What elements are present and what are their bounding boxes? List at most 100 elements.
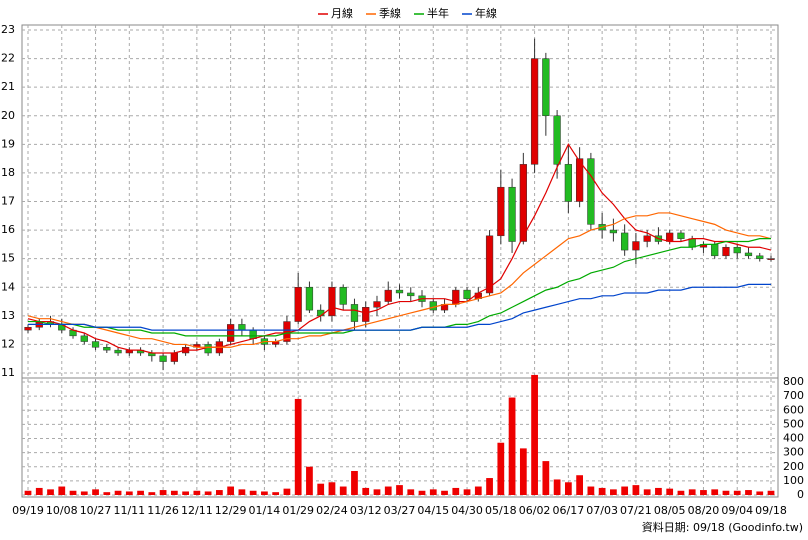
x-tick-label: 09/19: [12, 504, 44, 517]
x-tick-label: 08/05: [654, 504, 686, 517]
y-tick-label: 16: [1, 223, 15, 236]
volume-bar: [351, 470, 358, 495]
volume-bar: [722, 490, 730, 495]
x-tick-label: 06/02: [519, 504, 551, 517]
volume-bar: [306, 466, 313, 495]
footnote: 資料日期: 09/18 (Goodinfo.tw): [642, 520, 803, 534]
volume-bar: [103, 492, 111, 495]
volume-bar: [564, 482, 572, 495]
x-tick-label: 09/04: [721, 504, 753, 517]
candle-body: [170, 352, 178, 362]
volume-bar: [125, 491, 133, 495]
x-tick-label: 07/21: [620, 504, 652, 517]
volume-bar: [519, 448, 527, 495]
y-tick-label: 15: [1, 252, 15, 265]
volume-bar: [733, 490, 741, 495]
candle-body: [643, 235, 651, 242]
y-tick-label: 21: [1, 80, 15, 93]
volume-bar: [182, 491, 189, 495]
candle-body: [733, 246, 741, 254]
volume-bar: [204, 491, 212, 495]
x-tick-label: 11/26: [147, 504, 179, 517]
y2-tick-label: 200: [783, 460, 804, 473]
y2-tick-label: 700: [783, 389, 804, 402]
candle-body: [227, 324, 235, 342]
volume-bar: [756, 491, 764, 495]
y2-tick-label: 500: [783, 417, 804, 430]
y-tick-label: 13: [1, 309, 15, 322]
x-tick-label: 10/08: [46, 504, 78, 517]
x-tick-label: 12/11: [181, 504, 213, 517]
volume-bar: [598, 487, 606, 495]
x-tick-label: 08/20: [688, 504, 720, 517]
volume-bar: [610, 489, 617, 495]
volume-bar: [767, 490, 775, 495]
y-tick-label: 12: [1, 337, 15, 350]
volume-bar: [474, 486, 482, 495]
x-tick-label: 12/29: [215, 504, 247, 517]
volume-bar: [47, 489, 54, 495]
volume-bar: [463, 489, 471, 495]
candle-body: [24, 327, 32, 331]
y2-tick-label: 800: [783, 375, 804, 388]
x-tick-label: 01/29: [282, 504, 314, 517]
volume-bar: [542, 461, 550, 495]
volume-bar: [35, 487, 43, 495]
volume-bar: [238, 489, 246, 495]
volume-bar: [69, 490, 77, 495]
y-tick-label: 20: [1, 109, 15, 122]
y2-tick-label: 100: [783, 474, 804, 487]
legend-label: 年線: [475, 6, 497, 20]
candle-body: [497, 186, 505, 237]
candle-body: [305, 287, 314, 311]
candle-body: [756, 255, 764, 259]
volume-bar: [24, 490, 32, 495]
y-tick-label: 11: [1, 366, 15, 379]
x-tick-label: 03/12: [350, 504, 382, 517]
x-tick-label: 11/11: [113, 504, 145, 517]
y2-tick-label: 300: [783, 446, 804, 459]
legend-label: 月線: [331, 6, 353, 20]
candle-body: [204, 344, 212, 354]
candle-body: [159, 355, 167, 362]
volume-bar: [80, 491, 88, 495]
ma-line: [28, 283, 771, 331]
candle-body: [317, 309, 325, 317]
x-tick-label: 01/14: [249, 504, 281, 517]
candle-body: [103, 347, 111, 351]
volume-bar: [711, 489, 719, 495]
candle-body: [575, 158, 584, 202]
legend-label: 季線: [379, 6, 401, 20]
x-tick-label: 07/03: [586, 504, 618, 517]
ma-line: [27, 212, 772, 348]
candle-body: [508, 186, 516, 242]
volume-bar: [170, 490, 178, 495]
volume-bar: [137, 490, 144, 495]
volume-bar: [362, 487, 370, 495]
volume-bar: [643, 489, 651, 495]
candle-body: [485, 235, 494, 294]
volume-bar: [261, 491, 268, 495]
volume-bar: [531, 374, 538, 495]
candle-body: [91, 341, 100, 348]
candle-body: [609, 229, 618, 234]
volume-bar: [148, 492, 156, 495]
candle-body: [677, 232, 685, 239]
volume-bar: [452, 487, 460, 495]
volume-bar: [58, 486, 66, 495]
candle-body: [339, 287, 347, 305]
volume-bar: [92, 489, 99, 495]
volume-bar: [632, 485, 640, 495]
candle-body: [452, 289, 460, 305]
candle-body: [722, 246, 730, 257]
volume-bar: [497, 442, 505, 495]
y-tick-label: 23: [1, 23, 15, 36]
candle-body: [114, 349, 122, 354]
candle-body: [294, 287, 302, 322]
volume-bar: [328, 482, 336, 495]
x-tick-label: 06/17: [553, 504, 585, 517]
candle-body: [666, 232, 674, 242]
candle-body: [542, 58, 550, 116]
candle-body: [429, 301, 437, 311]
volume-bar: [294, 398, 302, 495]
